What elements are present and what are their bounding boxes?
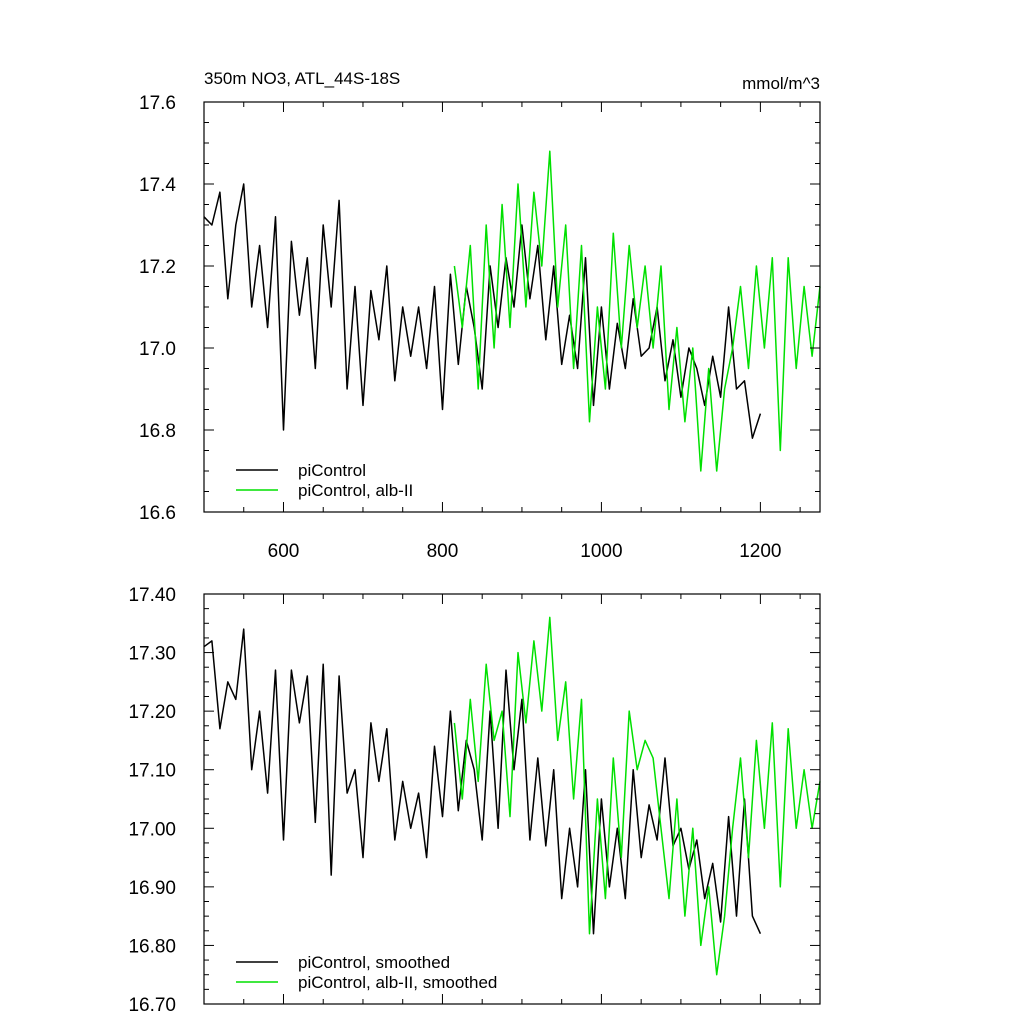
x-tick-label: 1000 xyxy=(580,541,622,562)
y-tick-label: 17.00 xyxy=(128,819,176,840)
legend-label-picontrol-alb-ii: piControl, alb-II xyxy=(298,481,413,500)
series-line-picontrol-alb-ii xyxy=(453,150,821,472)
x-tick-label: 1200 xyxy=(739,541,781,562)
y-tick-label: 17.20 xyxy=(128,702,176,723)
y-tick-label: 17.2 xyxy=(139,257,176,278)
top-legend: piControl piControl, alb-II xyxy=(236,461,413,500)
top-plot-frame xyxy=(203,101,821,513)
bottom-plot-frame xyxy=(203,593,821,1005)
x-tick-label: 800 xyxy=(427,541,459,562)
legend-label-picontrol: piControl xyxy=(298,461,366,480)
x-tick-label: 600 xyxy=(268,541,300,562)
top-panel-title: 350m NO3, ATL_44S-18S xyxy=(204,69,400,88)
series-line-picontrol xyxy=(203,183,762,439)
y-tick-label: 16.80 xyxy=(128,936,176,957)
series-line-picontrol-alb-ii-smoothed xyxy=(453,616,821,976)
bottom-axes-layer: 16.70 16.80 16.90 17.00 17.10 17.20 17.30 17.40 xyxy=(128,585,820,1016)
y-tick-label: 16.90 xyxy=(128,878,176,899)
y-tick-label: 17.6 xyxy=(139,93,176,114)
top-axes-layer: 600 800 1000 1200 16.6 16.8 17.0 17.2 17.4 17.6 xyxy=(139,93,820,562)
y-tick-label: 16.8 xyxy=(139,421,176,442)
series-line-picontrol-smoothed xyxy=(203,628,762,935)
bottom-legend: piControl, smoothed piControl, alb-II, s… xyxy=(236,953,497,992)
bottom-panel: 16.70 16.80 16.90 17.00 17.10 17.20 17.30 17.40… xyxy=(128,585,821,1016)
legend-label-picontrol-smoothed: piControl, smoothed xyxy=(298,953,450,972)
legend-label-picontrol-alb-ii-smoothed: piControl, alb-II, smoothed xyxy=(298,973,497,992)
y-tick-label: 17.0 xyxy=(139,339,176,360)
top-panel-units: mmol/m^3 xyxy=(742,74,820,93)
bottom-series-layer xyxy=(203,616,821,976)
y-tick-label: 17.40 xyxy=(128,585,176,606)
y-tick-label: 17.30 xyxy=(128,644,176,665)
y-tick-label: 16.6 xyxy=(139,503,176,524)
y-tick-label: 17.4 xyxy=(139,175,176,196)
top-series-layer xyxy=(203,150,821,472)
top-panel: 350m NO3, ATL_44S-18S mmol/m^3 600 800 100… xyxy=(139,69,821,562)
y-tick-label: 17.10 xyxy=(128,761,176,782)
y-tick-label: 16.70 xyxy=(128,995,176,1016)
